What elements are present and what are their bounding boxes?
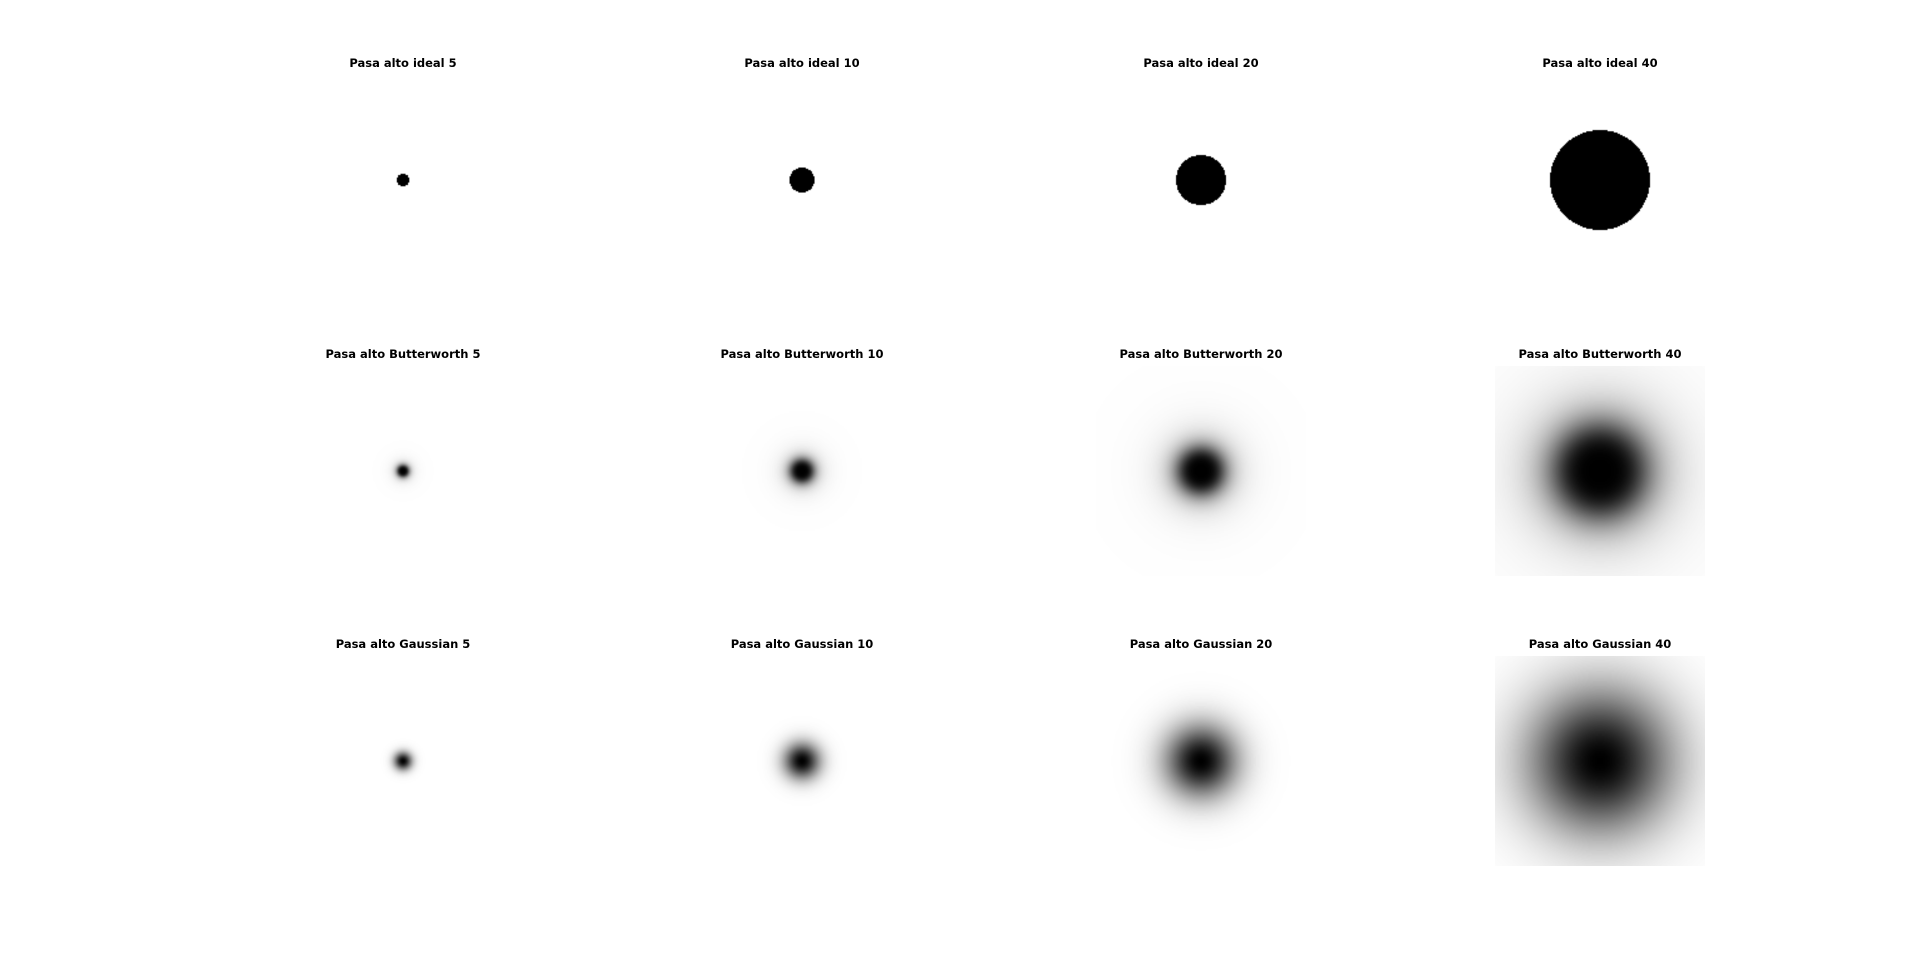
panel-title: Pasa alto Gaussian 10 bbox=[730, 637, 874, 651]
panel-title: Pasa alto Butterworth 10 bbox=[720, 347, 884, 361]
panel-title: Pasa alto ideal 40 bbox=[1542, 56, 1658, 70]
panel-ideal-40: Pasa alto ideal 40 bbox=[1495, 55, 1705, 285]
filter-image bbox=[1495, 75, 1705, 285]
panel-title: Pasa alto Butterworth 40 bbox=[1518, 347, 1682, 361]
panel-gaussian-10: Pasa alto Gaussian 10 bbox=[697, 636, 907, 866]
panel-gaussian-40: Pasa alto Gaussian 40 bbox=[1495, 636, 1705, 866]
panel-butterworth-20: Pasa alto Butterworth 20 bbox=[1096, 346, 1306, 576]
panel-title: Pasa alto ideal 20 bbox=[1143, 56, 1259, 70]
filter-image bbox=[298, 75, 508, 285]
filter-image bbox=[697, 75, 907, 285]
panel-ideal-20: Pasa alto ideal 20 bbox=[1096, 55, 1306, 285]
panel-title: Pasa alto ideal 10 bbox=[744, 56, 860, 70]
panel-title: Pasa alto Gaussian 5 bbox=[335, 637, 471, 651]
panel-gaussian-5: Pasa alto Gaussian 5 bbox=[298, 636, 508, 866]
panel-title: Pasa alto Butterworth 20 bbox=[1119, 347, 1283, 361]
panel-title: Pasa alto ideal 5 bbox=[349, 56, 457, 70]
filter-image bbox=[1495, 656, 1705, 866]
panel-title: Pasa alto Butterworth 5 bbox=[325, 347, 481, 361]
panel-gaussian-20: Pasa alto Gaussian 20 bbox=[1096, 636, 1306, 866]
filter-image bbox=[697, 656, 907, 866]
panel-ideal-10: Pasa alto ideal 10 bbox=[697, 55, 907, 285]
filter-image bbox=[1096, 366, 1306, 576]
panel-title: Pasa alto Gaussian 20 bbox=[1129, 637, 1273, 651]
filter-image bbox=[298, 366, 508, 576]
panel-title: Pasa alto Gaussian 40 bbox=[1528, 637, 1672, 651]
filter-image bbox=[1096, 75, 1306, 285]
filter-image bbox=[298, 656, 508, 866]
filter-image bbox=[697, 366, 907, 576]
filter-image bbox=[1495, 366, 1705, 576]
panel-butterworth-10: Pasa alto Butterworth 10 bbox=[697, 346, 907, 576]
panel-butterworth-40: Pasa alto Butterworth 40 bbox=[1495, 346, 1705, 576]
filter-image bbox=[1096, 656, 1306, 866]
panel-ideal-5: Pasa alto ideal 5 bbox=[298, 55, 508, 285]
panel-butterworth-5: Pasa alto Butterworth 5 bbox=[298, 346, 508, 576]
